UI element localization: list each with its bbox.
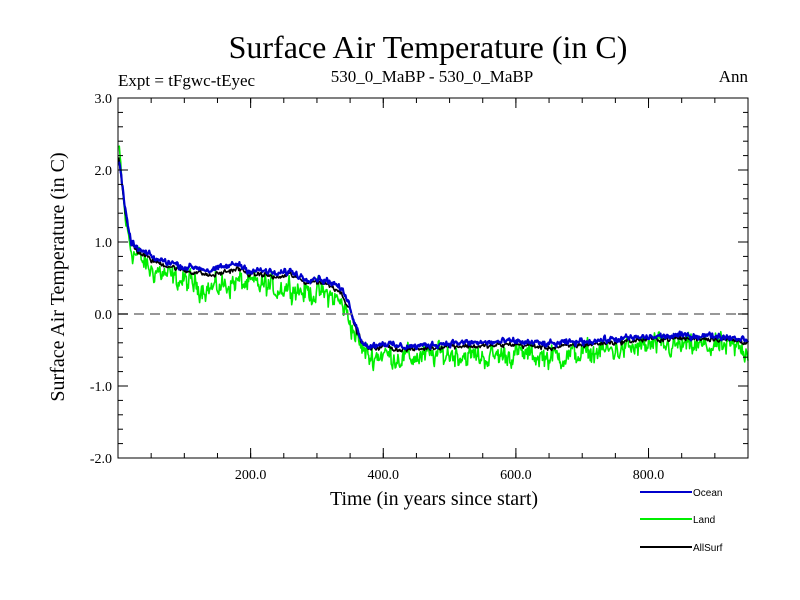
- season-label: Ann: [719, 67, 749, 86]
- y-tick-label: -1.0: [90, 380, 112, 395]
- legend-label-ocean: Ocean: [693, 488, 722, 499]
- series-line-allsurf: [117, 157, 749, 353]
- x-tick-label: 600.0: [500, 468, 532, 483]
- legend: Ocean Land AllSurf: [640, 488, 723, 554]
- y-tick-label: 0.0: [95, 308, 113, 323]
- y-tick-label: 1.0: [95, 236, 113, 251]
- legend-label-land: Land: [693, 515, 715, 526]
- plot-area: -2.0 -1.0 0.0 1.0 2.0 3.0 200.0 400.0 600.0 800.0: [90, 92, 750, 483]
- x-tick-label: 400.0: [368, 468, 400, 483]
- period-label: 530_0_MaBP - 530_0_MaBP: [331, 67, 533, 86]
- x-axis-label: Time (in years since start): [330, 488, 538, 510]
- x-tick-label: 200.0: [235, 468, 267, 483]
- y-axis-label: Surface Air Temperature (in C): [47, 152, 69, 401]
- y-tick-label: 3.0: [95, 92, 113, 107]
- chart-title: Surface Air Temperature (in C): [229, 29, 628, 65]
- experiment-label: Expt = tFgwc-tEyec: [118, 71, 256, 90]
- plot-frame: [117, 97, 749, 459]
- legend-label-allsurf: AllSurf: [693, 543, 723, 554]
- x-tick-label: 800.0: [633, 468, 665, 483]
- y-tick-label: 2.0: [95, 164, 113, 179]
- series-line-ocean: [117, 161, 750, 351]
- y-tick-label: -2.0: [90, 452, 112, 467]
